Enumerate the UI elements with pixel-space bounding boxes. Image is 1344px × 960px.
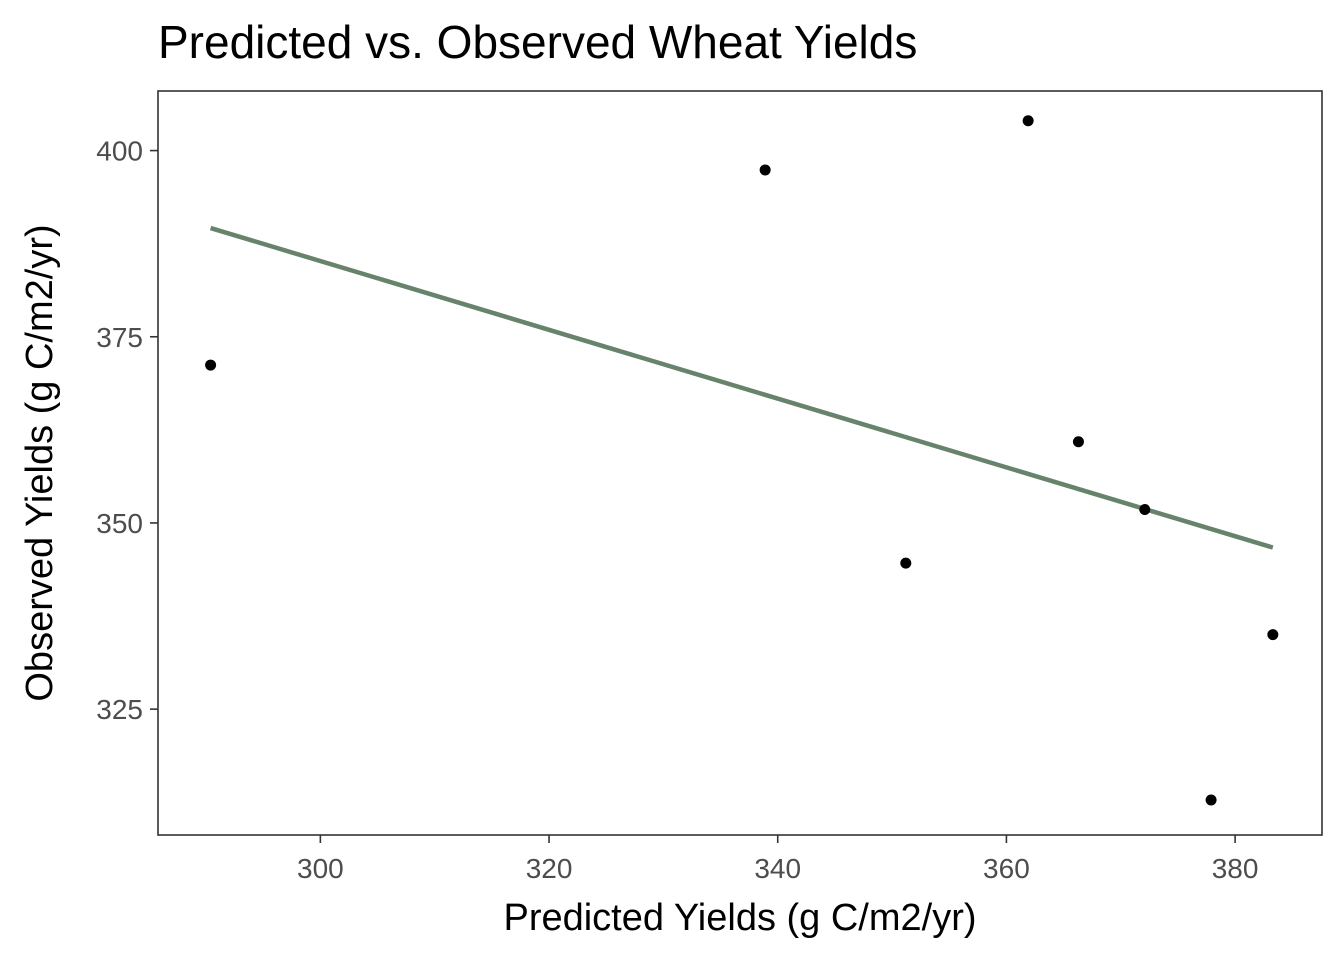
data-point bbox=[205, 359, 217, 371]
x-tick-label: 320 bbox=[526, 853, 573, 884]
data-point bbox=[900, 557, 912, 569]
y-tick-label: 375 bbox=[96, 322, 143, 353]
data-point bbox=[1267, 629, 1279, 641]
trend-line bbox=[209, 225, 1274, 550]
data-point bbox=[759, 164, 771, 176]
x-tick-label: 380 bbox=[1212, 853, 1259, 884]
chart-title: Predicted vs. Observed Wheat Yields bbox=[158, 16, 917, 68]
y-tick-label: 325 bbox=[96, 694, 143, 725]
x-tick-label: 360 bbox=[983, 853, 1030, 884]
x-axis: 300 320 340 360 380 bbox=[297, 835, 1258, 884]
x-tick-label: 340 bbox=[754, 853, 801, 884]
data-point bbox=[1139, 504, 1151, 516]
y-tick-label: 350 bbox=[96, 508, 143, 539]
data-point bbox=[1205, 794, 1217, 806]
plot-panel bbox=[157, 90, 1323, 836]
y-axis-label: Observed Yields (g C/m2/yr) bbox=[19, 224, 61, 701]
y-axis: 325 350 375 400 bbox=[96, 136, 158, 725]
x-axis-label: Predicted Yields (g C/m2/yr) bbox=[503, 897, 976, 939]
data-point bbox=[1072, 436, 1084, 448]
data-point bbox=[1022, 115, 1034, 127]
data-points bbox=[205, 115, 1279, 806]
y-tick-label: 400 bbox=[96, 136, 143, 167]
x-tick-label: 300 bbox=[297, 853, 344, 884]
